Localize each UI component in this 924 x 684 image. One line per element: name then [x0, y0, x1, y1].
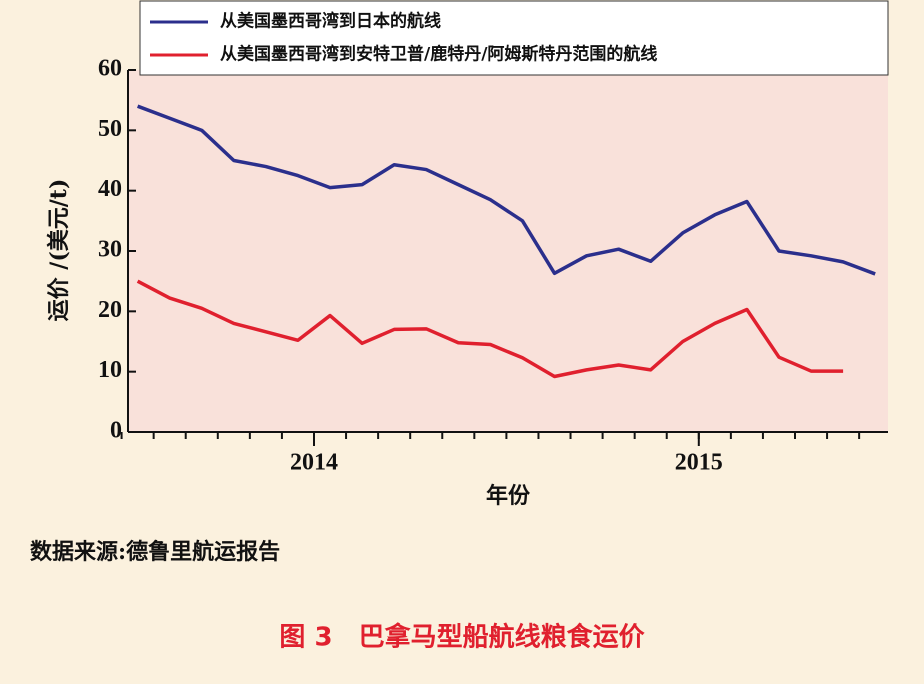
y-tick-label: 0 [110, 418, 122, 444]
y-tick-label: 40 [98, 176, 122, 202]
legend-box [139, 0, 889, 76]
legend-label: 从美国墨西哥湾到日本的航线 [220, 11, 441, 32]
x-tick-label: 2015 [675, 450, 723, 476]
caption: 图 3 巴拿马型船航线粮食运价 [279, 622, 645, 653]
x-axis-label: 年份 [486, 483, 531, 509]
source: 数据来源:德鲁里航运报告 [30, 539, 280, 565]
x-tick-label: 2014 [290, 450, 338, 476]
y-axis-label: 运价 /(美元/t) [46, 179, 72, 322]
y-tick-label: 50 [98, 116, 122, 142]
y-tick-label: 20 [98, 297, 122, 323]
y-tick-label: 60 [98, 56, 122, 82]
plot-area [128, 70, 888, 432]
legend-label: 从美国墨西哥湾到安特卫普/鹿特丹/阿姆斯特丹范围的航线 [220, 44, 657, 65]
series-line [137, 104, 876, 276]
series-line [136, 279, 844, 379]
y-tick-label: 30 [98, 237, 122, 263]
y-tick-label: 10 [98, 357, 122, 383]
